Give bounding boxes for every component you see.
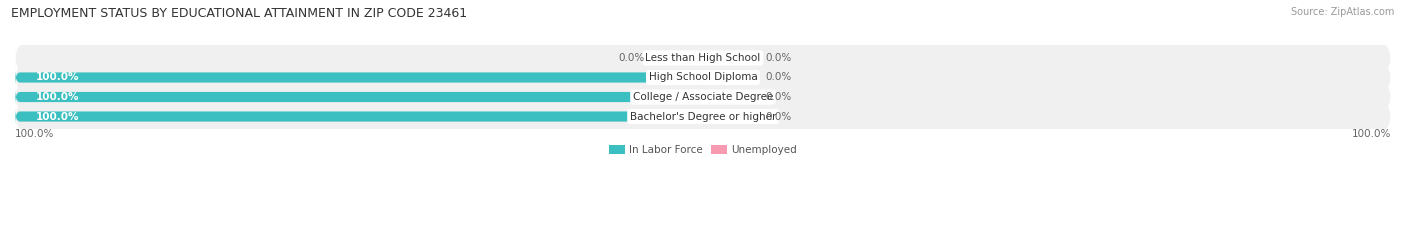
Legend: In Labor Force, Unemployed: In Labor Force, Unemployed	[605, 141, 801, 159]
FancyBboxPatch shape	[15, 108, 703, 125]
Text: 0.0%: 0.0%	[765, 72, 792, 82]
Text: Less than High School: Less than High School	[645, 53, 761, 63]
FancyBboxPatch shape	[15, 89, 703, 106]
FancyBboxPatch shape	[15, 69, 703, 86]
FancyBboxPatch shape	[703, 108, 755, 125]
Text: 100.0%: 100.0%	[15, 129, 55, 139]
Text: 100.0%: 100.0%	[35, 72, 79, 82]
FancyBboxPatch shape	[15, 103, 1391, 130]
Text: 0.0%: 0.0%	[765, 92, 792, 102]
FancyBboxPatch shape	[703, 69, 755, 86]
Text: 0.0%: 0.0%	[619, 53, 644, 63]
Text: Source: ZipAtlas.com: Source: ZipAtlas.com	[1291, 7, 1395, 17]
Text: EMPLOYMENT STATUS BY EDUCATIONAL ATTAINMENT IN ZIP CODE 23461: EMPLOYMENT STATUS BY EDUCATIONAL ATTAINM…	[11, 7, 467, 20]
FancyBboxPatch shape	[15, 83, 1391, 111]
Text: High School Diploma: High School Diploma	[648, 72, 758, 82]
FancyBboxPatch shape	[15, 64, 1391, 91]
Text: 100.0%: 100.0%	[35, 112, 79, 122]
Text: 0.0%: 0.0%	[765, 112, 792, 122]
FancyBboxPatch shape	[703, 49, 755, 67]
Text: 100.0%: 100.0%	[35, 92, 79, 102]
Text: 0.0%: 0.0%	[765, 53, 792, 63]
Text: College / Associate Degree: College / Associate Degree	[633, 92, 773, 102]
Text: 100.0%: 100.0%	[1351, 129, 1391, 139]
FancyBboxPatch shape	[703, 89, 755, 106]
FancyBboxPatch shape	[15, 44, 1391, 72]
Text: Bachelor's Degree or higher: Bachelor's Degree or higher	[630, 112, 776, 122]
